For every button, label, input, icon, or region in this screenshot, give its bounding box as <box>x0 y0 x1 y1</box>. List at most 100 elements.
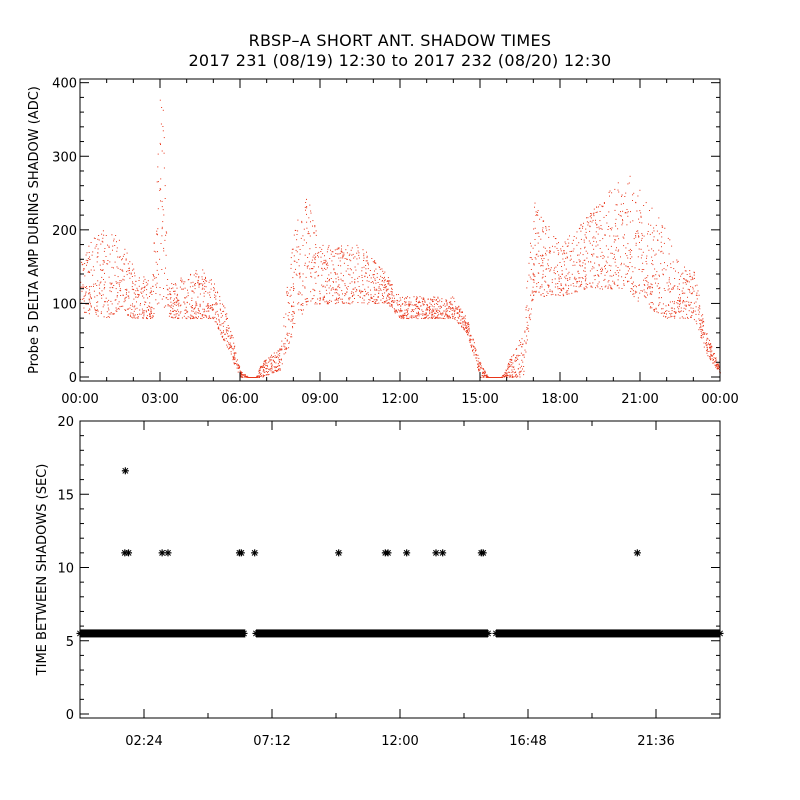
top-data-point <box>306 206 308 207</box>
top-data-point <box>143 280 145 282</box>
top-data-point <box>365 272 366 274</box>
top-data-point <box>349 297 351 299</box>
top-data-point <box>473 352 475 354</box>
top-data-point <box>146 289 148 291</box>
top-data-point <box>456 307 458 308</box>
top-data-point <box>613 282 615 284</box>
top-data-point <box>392 300 394 301</box>
top-data-point <box>346 252 348 254</box>
top-data-point <box>157 166 159 168</box>
top-data-point <box>663 315 665 317</box>
top-data-point <box>605 234 606 236</box>
top-data-point <box>436 308 438 310</box>
top-data-point <box>430 298 432 300</box>
top-data-point <box>334 272 336 274</box>
top-data-point <box>198 284 200 286</box>
top-data-point <box>523 374 525 376</box>
top-data-point <box>391 305 393 307</box>
top-data-point <box>325 259 327 261</box>
top-data-point <box>140 303 141 304</box>
top-data-point <box>407 317 409 319</box>
top-data-point <box>447 317 449 319</box>
top-data-point <box>682 287 684 289</box>
top-data-point <box>430 317 432 319</box>
top-data-point <box>411 309 413 310</box>
top-data-point <box>117 292 119 294</box>
top-data-point <box>641 237 643 239</box>
top-data-point <box>203 295 205 297</box>
top-data-point <box>416 297 418 299</box>
top-data-point <box>264 371 266 373</box>
top-data-point <box>692 286 694 288</box>
top-data-point <box>300 309 302 311</box>
top-data-point <box>511 371 513 373</box>
top-data-point <box>325 263 327 265</box>
top-data-point <box>610 285 612 287</box>
top-data-point <box>85 254 87 256</box>
top-data-point <box>588 261 589 263</box>
top-data-point <box>459 315 461 317</box>
top-data-point <box>542 273 544 275</box>
top-data-point <box>89 286 90 288</box>
top-series-points <box>80 99 721 378</box>
top-data-point <box>114 299 116 301</box>
top-data-point <box>431 317 433 319</box>
top-data-point <box>257 375 259 377</box>
top-data-point <box>531 300 533 302</box>
top-data-point <box>257 376 259 378</box>
top-data-point <box>665 316 666 318</box>
top-data-point <box>628 266 629 268</box>
top-data-point <box>237 365 239 367</box>
top-data-point <box>709 346 710 348</box>
top-data-point <box>558 280 560 282</box>
top-data-point <box>635 244 637 246</box>
top-data-point <box>387 294 389 296</box>
top-data-point <box>548 286 549 288</box>
top-data-point <box>117 307 119 309</box>
top-data-point <box>226 340 228 342</box>
top-data-point <box>302 280 304 282</box>
top-data-point <box>669 291 671 293</box>
top-data-point <box>314 259 316 261</box>
top-data-point <box>298 259 300 261</box>
top-data-point <box>715 364 717 366</box>
top-data-point <box>177 299 179 301</box>
top-data-point <box>478 365 480 367</box>
top-data-point <box>718 368 719 369</box>
top-data-point <box>182 281 184 283</box>
top-data-point <box>152 317 154 319</box>
top-data-point <box>101 269 103 271</box>
top-data-point <box>373 274 375 276</box>
top-data-point <box>509 364 511 366</box>
top-data-point <box>432 300 434 302</box>
top-data-point <box>709 357 711 359</box>
top-data-point <box>580 252 581 254</box>
top-data-point <box>365 265 367 266</box>
top-data-point <box>150 312 152 314</box>
top-data-point <box>699 319 701 321</box>
top-data-point <box>439 311 441 312</box>
top-data-point <box>155 284 157 286</box>
top-data-point <box>319 293 321 295</box>
top-data-point <box>425 312 427 314</box>
top-data-point <box>452 317 453 319</box>
top-data-point <box>617 235 619 237</box>
top-data-point <box>715 360 717 362</box>
top-data-point <box>126 271 128 273</box>
top-data-point <box>573 248 575 250</box>
top-data-point <box>467 322 469 323</box>
top-data-point <box>326 293 328 295</box>
top-data-point <box>536 286 538 288</box>
top-data-point <box>375 299 377 301</box>
top-data-point <box>694 310 696 312</box>
top-data-point <box>718 365 720 367</box>
top-data-point <box>394 297 395 299</box>
top-data-point <box>582 262 584 264</box>
top-data-point <box>207 292 209 294</box>
top-data-point <box>134 275 136 277</box>
top-data-point <box>291 306 292 308</box>
top-data-point <box>161 226 163 228</box>
top-data-point <box>139 309 141 311</box>
top-data-point <box>435 299 437 300</box>
top-data-point <box>171 283 173 285</box>
